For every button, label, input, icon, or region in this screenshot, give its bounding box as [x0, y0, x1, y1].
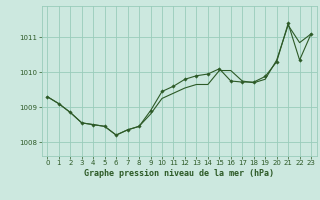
X-axis label: Graphe pression niveau de la mer (hPa): Graphe pression niveau de la mer (hPa)	[84, 169, 274, 178]
